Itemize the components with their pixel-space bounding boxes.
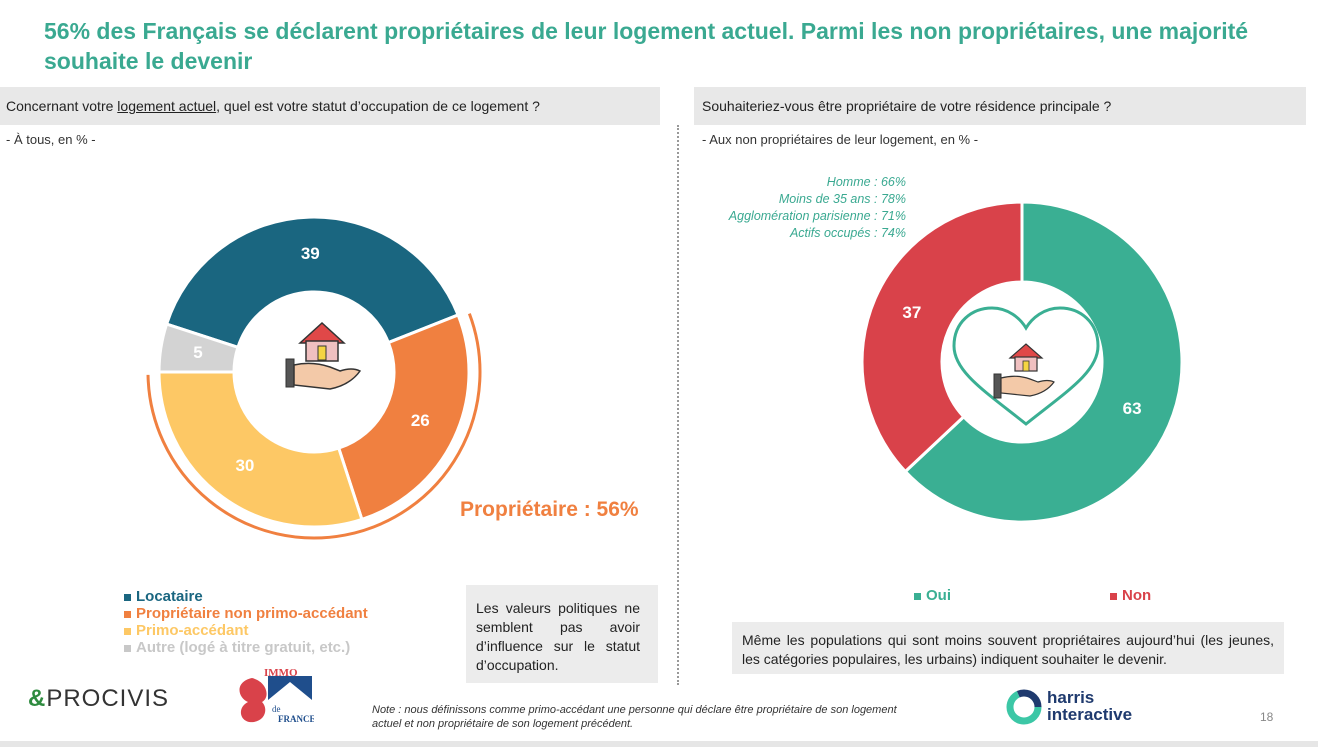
column-divider [677,125,679,685]
procivis-logo: &PROCIVIS [28,685,170,712]
right-subtitle: - Aux non propriétaires de leur logement… [702,132,979,147]
right-note: Même les populations qui sont moins souv… [732,622,1284,674]
legend-item-proprietaire: Propriétaire non primo-accédant [124,605,368,622]
slice-proprietaire [336,312,471,522]
data-label-oui: 63 [1122,398,1142,418]
page-title: 56% des Français se déclarent propriétai… [44,18,1249,74]
svg-text:de: de [272,704,281,714]
right-stats: Homme : 66% Moins de 35 ans : 78% Agglom… [690,174,906,242]
stat-actifs: Actifs occupés : 74% [789,226,906,240]
heart-house-icon [952,306,1100,426]
left-legend: Locataire Propriétaire non primo-accédan… [124,588,368,656]
left-note: Les valeurs politiques ne semblent pas a… [466,585,658,683]
bottom-bar [0,741,1318,747]
stat-agglo: Agglomération parisienne : 71% [728,209,906,223]
owner-bracket-arc [146,313,482,540]
stat-moins-35: Moins de 35 ans : 78% [778,192,906,206]
svg-text:IMMO: IMMO [264,668,298,679]
data-label-primo: 30 [235,456,255,476]
slice-locataire [164,215,461,350]
slice-primo [157,370,364,529]
data-label-autre: 5 [193,342,203,362]
data-label-proprietaire: 26 [410,411,430,431]
slice-non [860,200,1024,474]
owner-total-label: Propriétaire : 56% [460,498,639,521]
stat-homme: Homme : 66% [826,175,906,189]
house-in-hand-icon [285,321,362,390]
legend-item-locataire: Locataire [124,588,368,605]
donut-souhait [860,200,1184,524]
data-label-locataire: 39 [300,243,320,263]
legend-item-autre: Autre (logé à titre gratuit, etc.) [124,639,368,656]
page-number: 18 [1260,710,1274,724]
slice-oui [903,200,1184,524]
svg-text:FRANCE: FRANCE [278,714,314,724]
left-question: Concernant votre logement actuel, quel e… [0,87,660,125]
legend-item-oui: Oui [914,587,951,604]
footnote: Note : nous définissons comme primo-accé… [372,704,897,730]
left-subtitle: - À tous, en % - [6,132,96,147]
slice-autre [157,322,240,374]
data-label-non: 37 [902,303,922,323]
immo-de-france-logo: IMMO de FRANCE [239,668,314,724]
right-question: Souhaiteriez-vous être propriétaire de v… [694,87,1306,125]
donut-occupation [157,215,471,529]
legend-item-primo: Primo-accédant [124,622,368,639]
legend-item-non: Non [1110,587,1151,604]
harris-ring-icon [1006,689,1042,725]
